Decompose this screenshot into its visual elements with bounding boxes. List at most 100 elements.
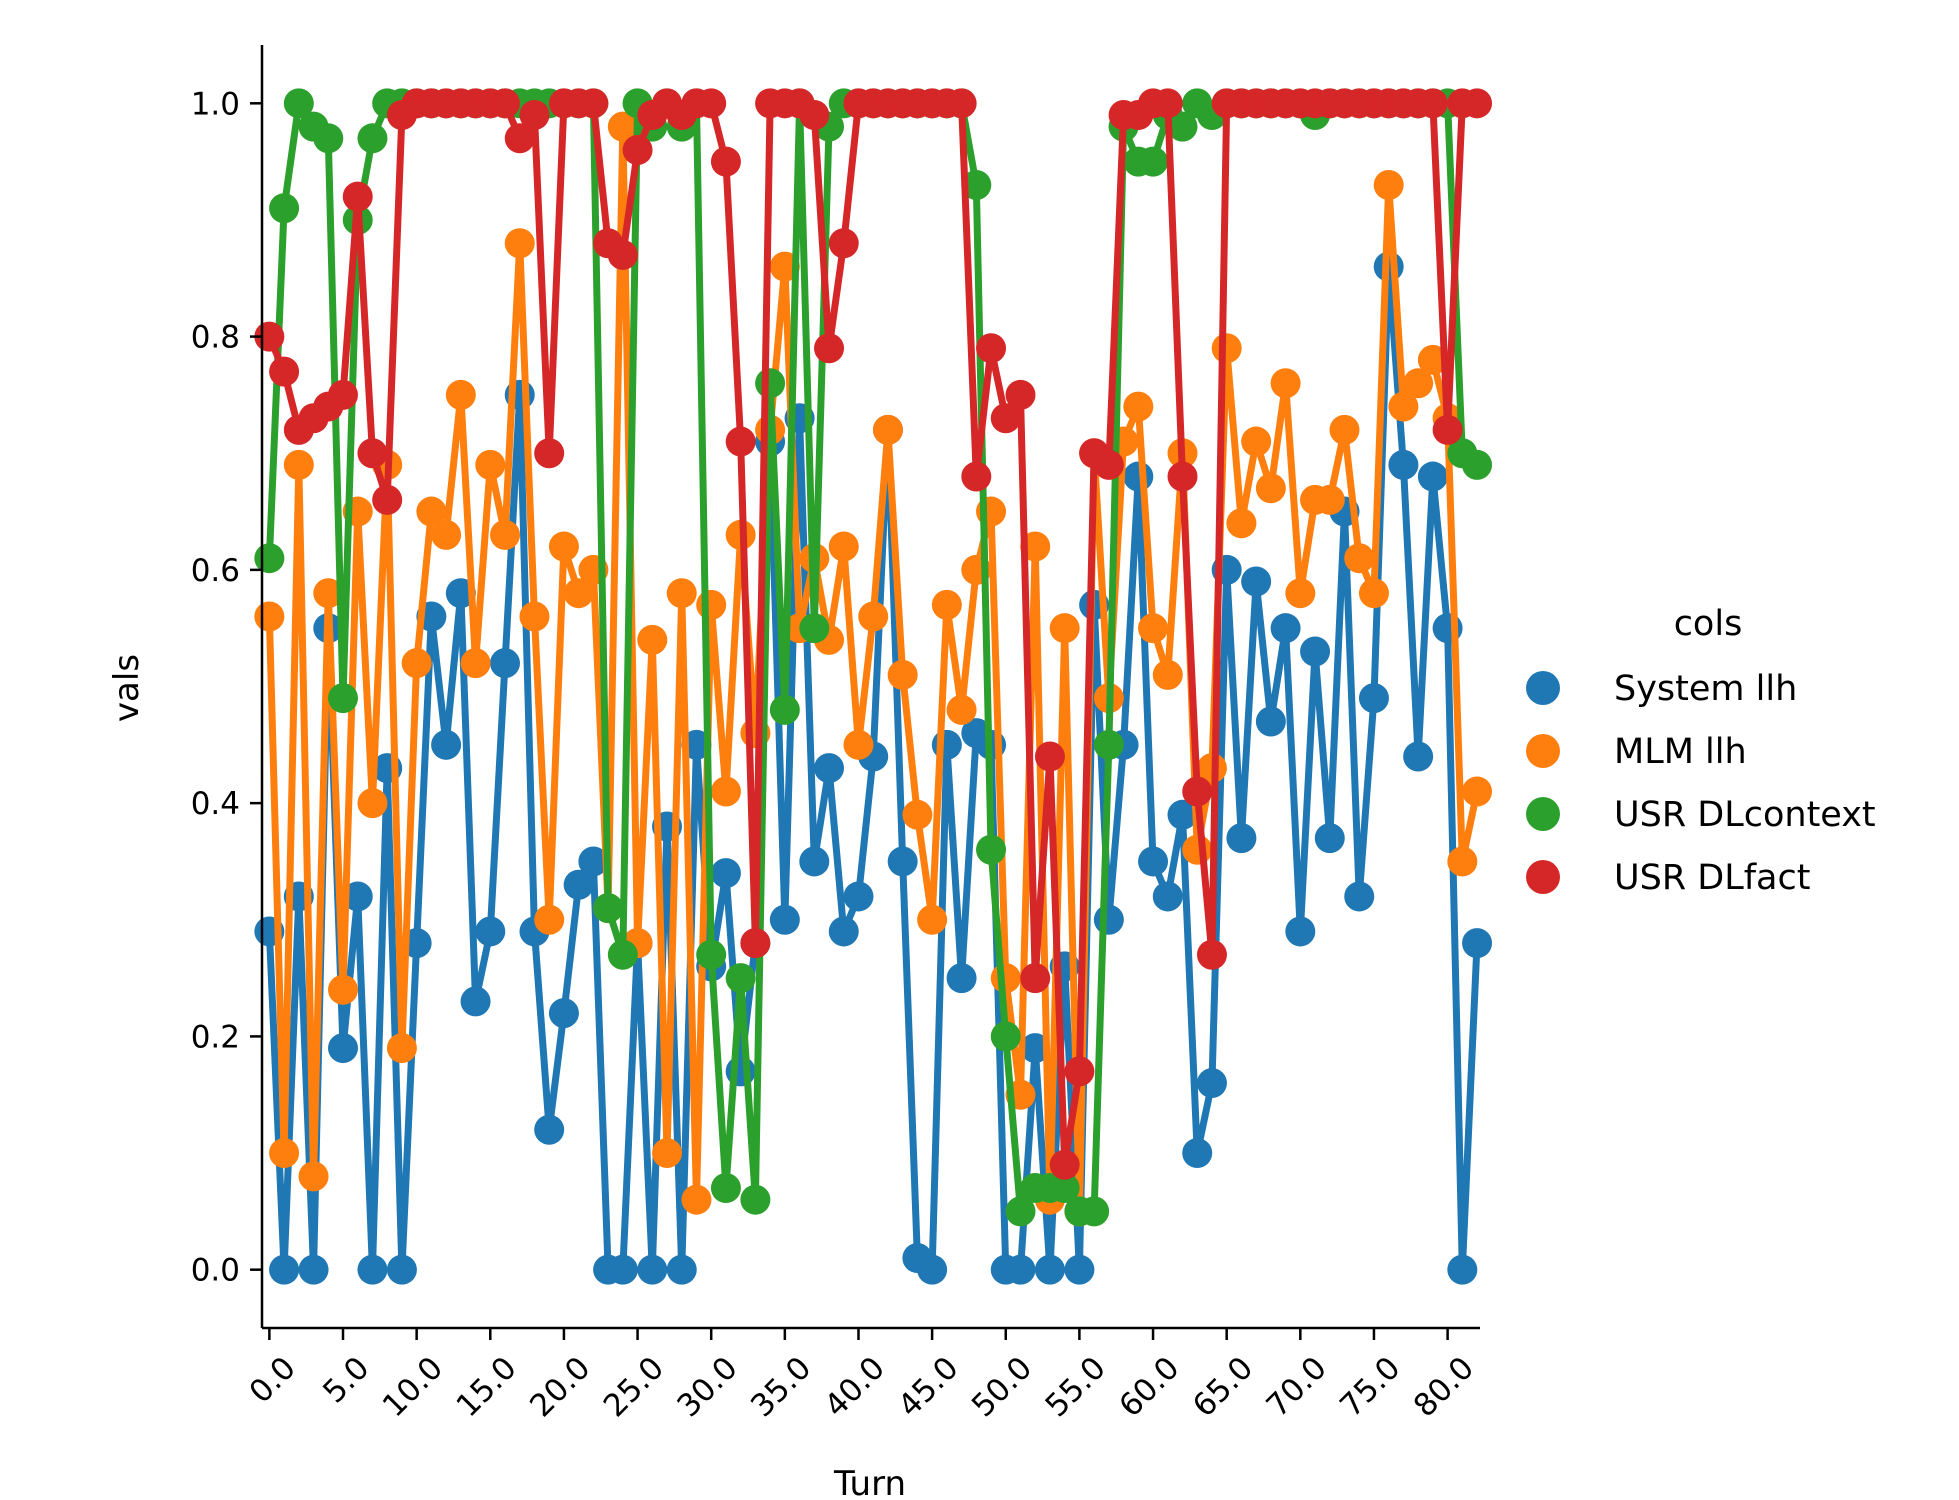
data-point [372, 484, 403, 515]
data-point [357, 438, 388, 469]
data-point [990, 963, 1021, 994]
data-point [460, 648, 491, 679]
data-point [1417, 461, 1448, 492]
series-line [265, 99, 1481, 1215]
data-point [1403, 741, 1434, 772]
data-point [328, 379, 358, 410]
data-point [416, 496, 447, 527]
data-point [1358, 578, 1389, 609]
data-point [475, 916, 506, 947]
data-point [1005, 1196, 1036, 1227]
data-point [269, 1138, 300, 1169]
data-point [1196, 939, 1227, 970]
data-point [828, 531, 859, 562]
data-point [386, 1033, 417, 1064]
legend-marker [1526, 734, 1560, 768]
data-point [1152, 881, 1183, 912]
data-point [328, 1033, 358, 1064]
data-point [710, 776, 741, 807]
data-point [696, 88, 727, 119]
data-point [1152, 659, 1183, 690]
legend-item: MLM llh [1526, 732, 1747, 772]
x-tick-label: 20.0 [523, 1350, 597, 1424]
data-point [1005, 1254, 1036, 1285]
data-point [1226, 508, 1257, 539]
data-point [1300, 636, 1331, 667]
data-point [1358, 683, 1389, 714]
data-point [1138, 846, 1169, 877]
data-point [607, 1254, 638, 1285]
data-point [460, 986, 491, 1017]
data-point [254, 601, 285, 632]
data-point [1049, 1173, 1080, 1204]
data-point [1034, 1254, 1065, 1285]
axes-spines [260, 45, 1480, 1330]
data-point [269, 1254, 300, 1285]
data-point [710, 858, 741, 889]
data-point [490, 519, 521, 550]
data-point [357, 788, 388, 819]
data-point [563, 869, 594, 900]
y-axis-ticks: 0.0 0.2 0.4 0.6 0.8 1.0 [191, 86, 262, 1289]
data-point [593, 893, 624, 924]
data-point [1285, 916, 1316, 947]
data-point [843, 881, 874, 912]
data-point [313, 578, 344, 609]
data-point [1373, 169, 1404, 200]
data-point [1344, 881, 1375, 912]
data-point [725, 963, 756, 994]
data-point [666, 1254, 697, 1285]
data-point [696, 589, 727, 620]
data-point [1314, 484, 1345, 515]
data-point [858, 601, 889, 632]
data-point [990, 1021, 1021, 1052]
data-point [1388, 391, 1419, 422]
y-tick-label: 0.0 [191, 1253, 240, 1289]
data-point [946, 88, 977, 119]
data-point [1182, 834, 1213, 865]
data-point [976, 834, 1007, 865]
data-point [1241, 566, 1272, 597]
data-point [1093, 729, 1124, 760]
data-point [1167, 461, 1198, 492]
data-point [828, 228, 859, 259]
data-point [490, 648, 521, 679]
data-point [769, 694, 800, 725]
data-point [1064, 1056, 1095, 1087]
data-point [799, 846, 830, 877]
data-point [328, 974, 358, 1005]
data-point [1255, 706, 1286, 737]
data-point [976, 333, 1007, 364]
data-point [1226, 823, 1257, 854]
data-point [917, 904, 948, 935]
x-tick-label: 45.0 [891, 1350, 965, 1424]
legend-title: cols [1674, 604, 1743, 644]
data-point [1034, 741, 1065, 772]
data-point [946, 694, 977, 725]
data-point [799, 613, 830, 644]
legend-marker [1526, 797, 1560, 831]
data-point [504, 123, 535, 154]
plot-area [254, 88, 1493, 1285]
legend-label: USR DLfact [1614, 858, 1810, 898]
legend-marker [1526, 860, 1560, 894]
x-tick-label: 0.0 [243, 1350, 303, 1410]
data-point [1123, 461, 1154, 492]
data-point [1447, 846, 1478, 877]
x-tick-label: 50.0 [965, 1350, 1039, 1424]
data-point [386, 1254, 417, 1285]
x-axis-label: Turn [833, 1464, 906, 1500]
data-point [431, 729, 462, 760]
data-point [887, 846, 918, 877]
data-point [828, 916, 859, 947]
legend-marker [1526, 671, 1560, 705]
data-point [1049, 1149, 1080, 1180]
data-point [357, 1254, 388, 1285]
data-point [961, 169, 992, 200]
data-point [1138, 146, 1169, 177]
data-point [990, 403, 1021, 434]
data-point [1270, 368, 1301, 399]
data-point [872, 414, 903, 445]
data-point [917, 1254, 948, 1285]
data-point [298, 1161, 329, 1192]
